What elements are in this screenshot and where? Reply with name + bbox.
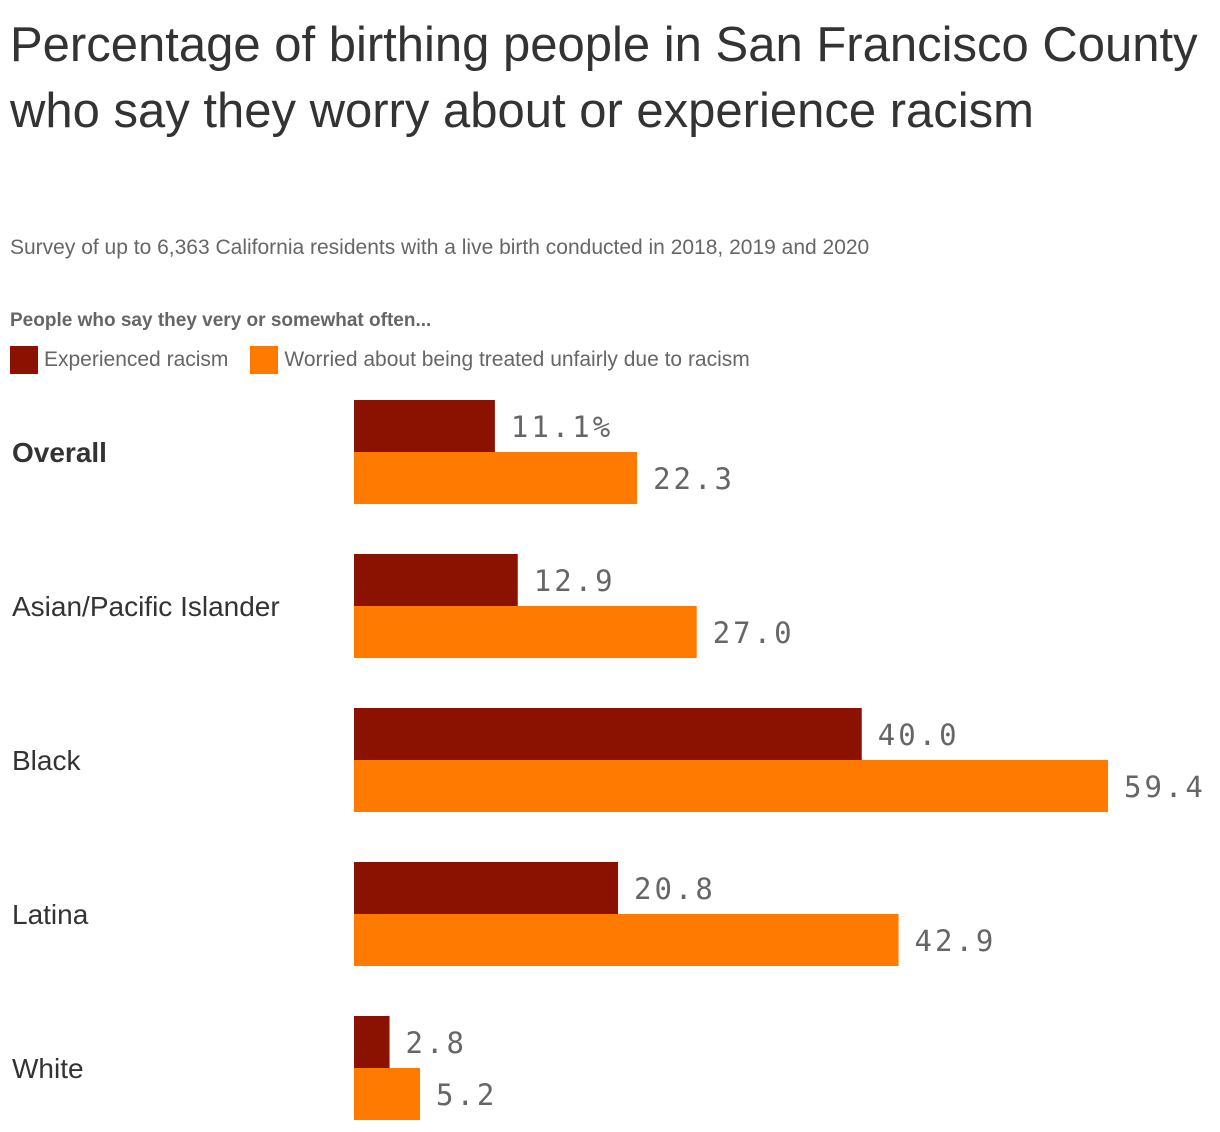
bar-black-worried <box>354 760 1108 812</box>
bar-white-experienced <box>354 1016 390 1068</box>
legend-item-worried: Worried about being treated unfairly due… <box>250 346 750 374</box>
legend-label-worried: Worried about being treated unfairly due… <box>284 348 750 371</box>
value-label-white-worried: 5.2 <box>436 1078 497 1112</box>
value-label-black-experienced: 40.0 <box>878 718 960 752</box>
bar-black-experienced <box>354 708 862 760</box>
value-label-overall-experienced: 11.1% <box>511 410 613 444</box>
bar-overall-experienced <box>354 400 495 452</box>
category-label-black: Black <box>12 745 81 776</box>
category-label-overall: Overall <box>12 437 107 468</box>
legend-swatch-worried <box>250 346 279 374</box>
value-label-latina-worried: 42.9 <box>915 924 997 958</box>
value-label-asian-pacific-islander-experienced: 12.9 <box>534 564 616 598</box>
bar-asian-pacific-islander-experienced <box>354 554 518 606</box>
value-label-black-worried: 59.4 <box>1124 770 1206 804</box>
bar-overall-worried <box>354 452 638 504</box>
value-label-overall-worried: 22.3 <box>653 462 735 496</box>
category-label-asian-pacific-islander: Asian/Pacific Islander <box>12 591 280 622</box>
chart-title: Percentage of birthing people in San Fra… <box>10 18 1198 138</box>
value-label-latina-experienced: 20.8 <box>634 872 716 906</box>
value-label-asian-pacific-islander-worried: 27.0 <box>713 616 795 650</box>
value-label-white-experienced: 2.8 <box>406 1026 467 1060</box>
category-label-latina: Latina <box>12 899 89 930</box>
legend-label-experienced: Experienced racism <box>44 348 229 371</box>
legend: Experienced racism Worried about being t… <box>10 346 772 374</box>
legend-heading: People who say they very or somewhat oft… <box>10 310 432 331</box>
category-label-white: White <box>12 1053 84 1084</box>
bar-white-worried <box>354 1068 421 1120</box>
legend-item-experienced: Experienced racism <box>10 346 228 374</box>
chart-subtitle: Survey of up to 6,363 California residen… <box>10 236 870 259</box>
bar-asian-pacific-islander-worried <box>354 606 697 658</box>
bar-latina-experienced <box>354 862 619 914</box>
bar-latina-worried <box>354 914 899 966</box>
legend-swatch-experienced <box>10 346 38 374</box>
